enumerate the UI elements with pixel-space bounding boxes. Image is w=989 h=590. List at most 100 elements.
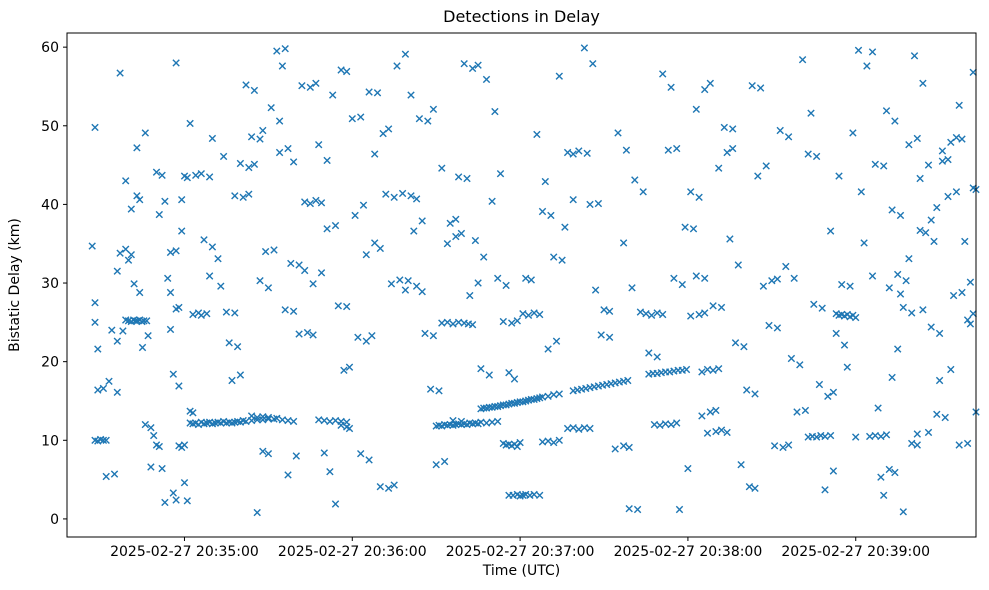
data-point-marker <box>365 88 373 96</box>
data-point-marker <box>586 424 594 433</box>
data-point-marker <box>256 277 264 285</box>
data-point-marker <box>222 308 231 316</box>
data-point-marker <box>717 426 726 434</box>
data-point-marker <box>143 317 151 325</box>
data-point-marker <box>639 188 647 196</box>
data-point-marker <box>334 302 342 310</box>
data-point-marker <box>838 280 846 289</box>
data-point-marker <box>871 431 879 440</box>
data-point-marker <box>919 306 927 314</box>
data-point-marker <box>315 141 323 149</box>
data-point-marker <box>687 188 695 196</box>
data-point-marker <box>583 149 591 157</box>
data-point-marker <box>563 148 572 157</box>
data-point-marker <box>306 199 314 208</box>
data-point-marker <box>301 266 309 275</box>
data-point-marker <box>913 441 921 449</box>
data-point-marker <box>357 450 365 458</box>
data-point-marker <box>894 345 902 353</box>
data-point-marker <box>438 319 446 327</box>
data-point-marker <box>826 227 835 235</box>
data-point-marker <box>541 177 549 186</box>
data-point-marker <box>522 274 530 282</box>
data-point-marker <box>633 505 642 514</box>
data-point-marker <box>169 489 177 497</box>
data-point-marker <box>147 463 155 471</box>
data-point-marker <box>158 171 166 179</box>
data-point-marker <box>289 158 298 166</box>
data-point-marker <box>494 274 502 282</box>
data-point-marker <box>259 126 267 135</box>
data-point-marker <box>740 343 748 351</box>
data-point-marker <box>843 363 851 371</box>
data-point-marker <box>798 56 807 64</box>
data-point-marker <box>278 62 287 70</box>
data-point-marker <box>933 203 941 212</box>
data-point-marker <box>653 309 661 317</box>
data-point-marker <box>228 376 236 385</box>
data-point-marker <box>726 235 734 243</box>
data-point-marker <box>140 317 148 325</box>
data-point-marker <box>944 192 952 201</box>
data-point-marker <box>659 70 667 78</box>
data-point-marker <box>698 368 706 376</box>
x-tick-label: 2025-02-27 20:38:00 <box>614 544 763 560</box>
data-point-marker <box>119 327 127 335</box>
data-point-marker <box>124 256 133 264</box>
data-point-marker <box>709 366 717 374</box>
data-point-marker <box>203 310 211 318</box>
y-tick-label: 10 <box>41 433 59 449</box>
data-point-marker <box>896 211 905 220</box>
data-point-marker <box>424 117 432 125</box>
data-point-marker <box>418 217 426 225</box>
data-point-marker <box>751 484 759 492</box>
data-point-marker <box>253 508 261 517</box>
y-tick-label: 0 <box>50 512 59 528</box>
data-point-marker <box>309 280 317 288</box>
data-point-marker <box>217 282 225 290</box>
data-point-marker <box>94 345 102 353</box>
data-point-marker <box>412 195 421 203</box>
data-point-marker <box>390 193 398 201</box>
data-point-marker <box>673 419 681 427</box>
data-point-marker <box>916 174 924 183</box>
data-point-marker <box>452 215 460 223</box>
data-point-marker <box>435 387 443 395</box>
y-axis-label: Bistatic Delay (km) <box>7 218 23 352</box>
data-point-marker <box>619 442 628 450</box>
data-point-marker <box>555 436 563 444</box>
data-point-marker <box>236 159 245 168</box>
data-point-marker <box>958 135 966 143</box>
data-point-marker <box>432 461 440 469</box>
data-point-marker <box>166 288 175 297</box>
data-point-marker <box>264 450 273 458</box>
data-point-marker <box>832 329 840 338</box>
data-point-marker <box>737 461 745 469</box>
data-point-marker <box>575 147 583 155</box>
data-point-marker <box>561 223 569 231</box>
data-point-marker <box>624 376 632 385</box>
data-point-marker <box>645 349 653 357</box>
data-point-marker <box>418 288 426 296</box>
data-point-marker <box>913 134 921 143</box>
data-point-marker <box>452 232 460 241</box>
data-point-marker <box>818 304 826 312</box>
data-point-marker <box>891 117 899 125</box>
data-point-marker <box>938 147 947 155</box>
data-point-marker <box>180 441 189 449</box>
plot-frame <box>66 32 977 538</box>
data-point-marker <box>284 144 292 153</box>
data-point-marker <box>247 412 256 420</box>
data-point-marker <box>116 69 124 77</box>
data-point-marker <box>880 491 888 499</box>
data-point-marker <box>365 456 373 464</box>
data-point-marker <box>955 101 963 109</box>
data-point-marker <box>326 468 334 476</box>
data-point-marker <box>505 369 513 377</box>
data-point-marker <box>821 432 829 441</box>
data-point-marker <box>882 431 891 439</box>
data-point-marker <box>748 82 756 90</box>
data-point-marker <box>692 105 700 113</box>
data-point-marker <box>231 309 239 317</box>
data-point-marker <box>712 427 720 436</box>
